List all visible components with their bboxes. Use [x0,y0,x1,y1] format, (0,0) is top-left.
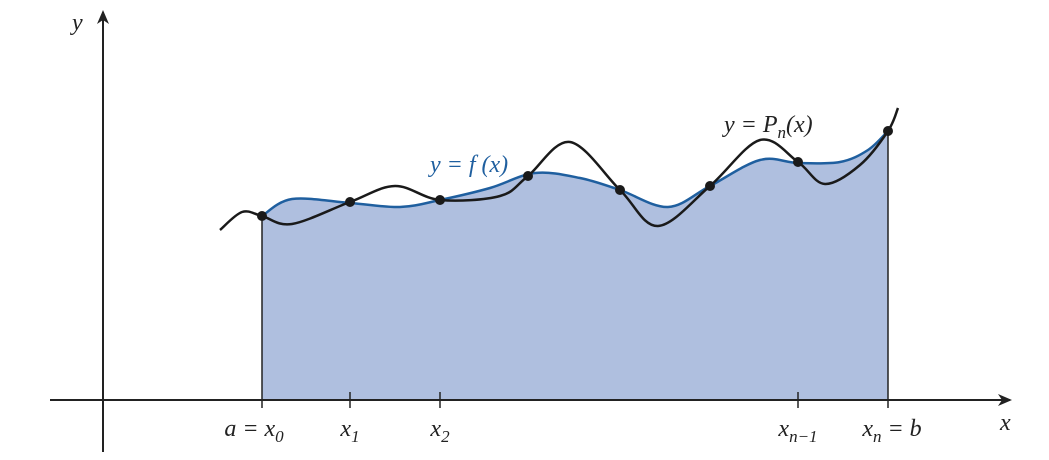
tick-label-main: x [777,416,789,442]
f-label: y = f (x) [428,152,508,178]
f-curve [261,130,889,218]
tick-label-sub: 1 [351,427,360,446]
tick-label-main: x [429,416,441,442]
tick-label-sub: 2 [441,427,450,446]
tick-label-main: x [861,416,873,442]
nodes [257,126,893,221]
x-axis-label: x [999,410,1011,436]
area-under-f [262,131,888,400]
tick-label-sub: 0 [275,427,284,446]
tick-label: x1 [339,416,359,446]
p-label: y = Pn(x) [722,112,813,142]
tick-label: a = x0 [224,416,284,446]
p-curve [219,107,900,231]
tick-marks [349,392,799,408]
tick-label-main: a = x [224,416,275,442]
p-label-suffix: (x) [786,112,813,138]
p-label-main: y = P [722,112,778,138]
p-label-sub: n [778,123,787,142]
tick-label-sub: n−1 [789,427,817,446]
tick-label-sub: n [873,427,882,446]
tick-label: x2 [429,416,450,446]
tick-label: xn−1 [777,416,817,446]
tick-label-main: x [339,416,351,442]
y-axis-label: y [70,10,83,36]
tick-label-suffix: = b [881,416,921,442]
tick-label: xn = b [861,416,921,446]
